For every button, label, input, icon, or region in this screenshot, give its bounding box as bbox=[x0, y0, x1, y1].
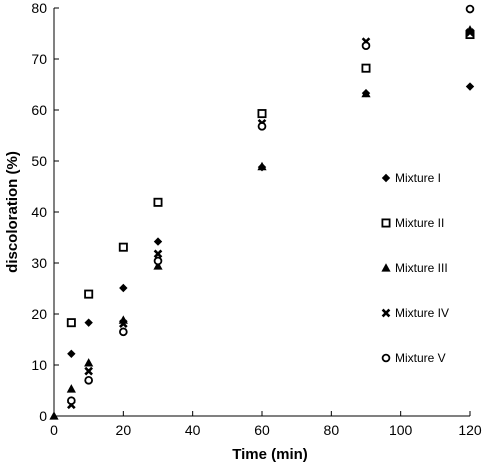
data-point bbox=[84, 366, 93, 376]
data-point bbox=[257, 161, 267, 171]
legend-marker bbox=[381, 308, 391, 318]
data-point bbox=[465, 4, 475, 14]
x-ticks: 0 20 40 60 80 100 120 bbox=[50, 411, 482, 438]
data-point bbox=[153, 197, 163, 207]
legend-label: Mixture II bbox=[395, 216, 444, 230]
data-point bbox=[361, 41, 371, 51]
data-point bbox=[66, 384, 76, 393]
y-tick-label: 80 bbox=[31, 0, 47, 16]
x-tick-label: 60 bbox=[254, 422, 270, 438]
y-ticks: 0 10 20 30 40 50 60 70 80 bbox=[31, 0, 59, 424]
y-tick-label: 60 bbox=[31, 102, 47, 118]
legend-label: Mixture V bbox=[395, 351, 446, 365]
data-point bbox=[153, 237, 163, 246]
data-point bbox=[153, 256, 163, 266]
x-tick-label: 100 bbox=[389, 422, 413, 438]
data-point bbox=[465, 28, 475, 37]
x-tick-label: 40 bbox=[185, 422, 201, 438]
y-tick-label: 20 bbox=[31, 306, 47, 322]
y-tick-label: 70 bbox=[31, 51, 47, 67]
series-mixture-v bbox=[67, 4, 475, 406]
data-point bbox=[119, 327, 128, 337]
legend-marker bbox=[381, 218, 391, 228]
y-tick-label: 10 bbox=[31, 357, 47, 373]
data-point bbox=[361, 88, 371, 98]
data-point bbox=[118, 242, 128, 252]
data-point bbox=[67, 396, 76, 406]
data-points bbox=[49, 4, 475, 420]
legend-label: Mixture IV bbox=[395, 306, 449, 320]
data-point bbox=[84, 289, 94, 299]
y-tick-label: 30 bbox=[31, 255, 47, 271]
legend-marker bbox=[381, 173, 391, 183]
x-axis-title: Time (min) bbox=[232, 446, 308, 463]
data-point bbox=[49, 411, 59, 420]
data-point bbox=[119, 319, 128, 329]
legend: Mixture I Mixture II Mixture III Mixture IV… bbox=[381, 171, 449, 365]
data-point bbox=[257, 109, 267, 119]
y-tick-label: 40 bbox=[31, 204, 47, 220]
y-tick-label: 50 bbox=[31, 153, 47, 169]
y-axis-title: discoloration (%) bbox=[4, 151, 21, 273]
x-tick-label: 120 bbox=[458, 422, 482, 438]
x-tick-label: 0 bbox=[50, 422, 58, 438]
data-point bbox=[465, 82, 475, 91]
y-tick-label: 0 bbox=[39, 408, 47, 424]
data-point bbox=[153, 261, 163, 270]
data-point bbox=[119, 283, 128, 293]
data-point bbox=[84, 358, 94, 367]
data-point bbox=[67, 349, 76, 358]
data-point bbox=[84, 375, 93, 385]
data-point bbox=[361, 63, 371, 73]
data-point bbox=[84, 318, 93, 327]
data-point bbox=[66, 318, 76, 328]
legend-label: Mixture III bbox=[395, 261, 448, 275]
data-point bbox=[153, 249, 163, 259]
legend-marker bbox=[381, 263, 391, 272]
legend-marker bbox=[381, 353, 391, 363]
legend-label: Mixture I bbox=[395, 171, 441, 185]
x-tick-label: 80 bbox=[324, 422, 340, 438]
data-point bbox=[257, 122, 267, 131]
x-tick-label: 20 bbox=[116, 422, 132, 438]
